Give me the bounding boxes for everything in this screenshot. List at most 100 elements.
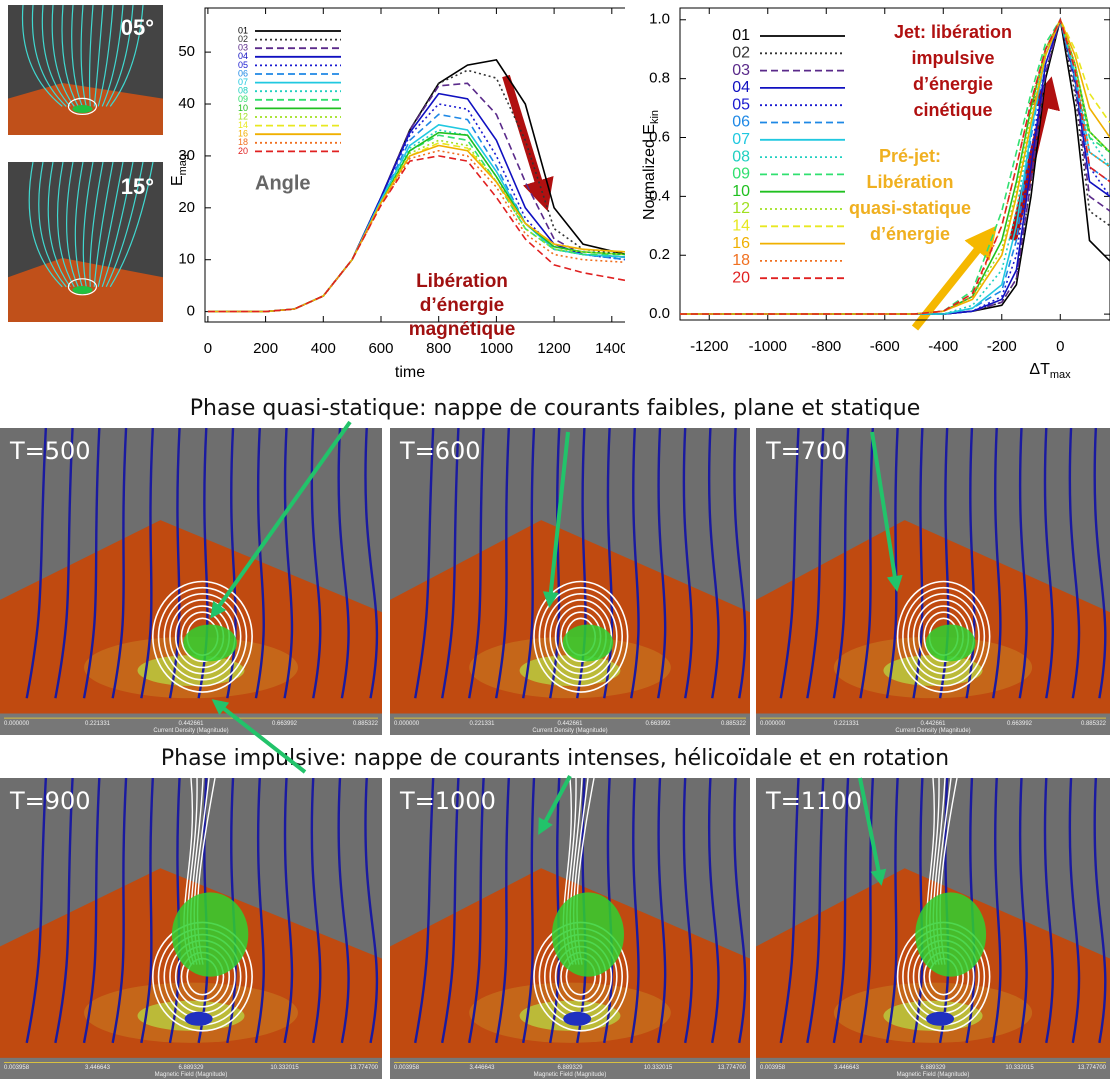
scale-bar [756, 713, 1110, 735]
panel-label: T=700 [765, 437, 847, 465]
field-line [806, 428, 825, 699]
panel-label: T=600 [399, 437, 481, 465]
simulation-panel: 0.000000 0.221331 0.442661 0.663992 0.885322… [390, 428, 750, 735]
y-axis-title-sub: mag [177, 154, 189, 175]
field-line [54, 778, 74, 1044]
blob [72, 286, 93, 294]
scale-label: 0.221331 [469, 721, 495, 727]
scale-label: 3.446643 [85, 1065, 111, 1071]
annotation: impulsive [911, 48, 994, 68]
simulation-panel: 0.000000 0.221331 0.442661 0.663992 0.885322… [756, 428, 1110, 735]
field-line [101, 162, 134, 287]
scale-label: 0.442661 [557, 721, 583, 727]
field-line [495, 428, 510, 699]
field-line [38, 162, 67, 288]
field-line [97, 162, 124, 287]
scale-label: 0.442661 [920, 721, 946, 727]
x-axis-title: ΔTmax [1029, 361, 1071, 381]
field-line [707, 778, 720, 1044]
field-line [109, 5, 144, 107]
field-line [74, 162, 84, 287]
field-line [21, 5, 63, 107]
y-tick-label: 0.6 [649, 128, 670, 145]
legend-label: 18 [732, 252, 750, 269]
scale-label: 13.774700 [350, 1065, 379, 1071]
field-line [1043, 428, 1054, 699]
field-line [254, 778, 265, 1044]
chart: ΔTmax Normalized Ekin 0.0 0.2 0.4 0.6 0.8 1.0… [641, 7, 1110, 381]
legend-label: 16 [238, 129, 248, 139]
scale-label: 0.003958 [4, 1065, 30, 1071]
panel-label: T=900 [9, 787, 91, 815]
legend-label: 12 [732, 200, 750, 217]
loop [902, 586, 986, 687]
scale-label: 6.889329 [178, 1065, 204, 1071]
x-tick-label: -600 [870, 338, 900, 355]
field-line [101, 5, 124, 107]
field-line [109, 162, 154, 288]
loop [533, 580, 629, 693]
field-line [51, 5, 75, 107]
y-tick-label: 0 [187, 303, 195, 320]
field-line [111, 778, 128, 1044]
field-line [414, 428, 435, 699]
scale-label: 0.003958 [760, 1065, 786, 1071]
legend-label: 05 [732, 96, 750, 113]
scale-label: 3.446643 [469, 1065, 495, 1071]
scale-label: 0.663992 [272, 721, 298, 727]
field-line [779, 778, 800, 1044]
field-line [105, 162, 144, 288]
x-tick-label: 0 [1056, 338, 1064, 355]
scale-label: 6.889329 [920, 1065, 946, 1071]
y-tick-label: 50 [178, 43, 195, 60]
legend-label: 09 [238, 94, 248, 104]
legend-label: 01 [238, 25, 248, 35]
y-tick-label: 1.0 [649, 11, 670, 28]
scale-label: 10.332015 [270, 1065, 299, 1071]
x-tick-label: -1000 [749, 338, 787, 355]
field-line [522, 428, 536, 699]
field-line [1018, 778, 1028, 1044]
field-line [1093, 428, 1107, 699]
legend-label: 08 [732, 148, 750, 165]
field-line [1068, 428, 1081, 699]
field-line [733, 428, 747, 699]
scale-bar [390, 1057, 750, 1079]
current-sheet [562, 624, 614, 662]
loop [157, 586, 248, 687]
field-line [806, 778, 825, 1044]
x-tick-label: 400 [311, 340, 336, 357]
field-line [1043, 778, 1054, 1044]
scale-bar [756, 1057, 1110, 1079]
field-line [832, 428, 850, 699]
field-line [89, 162, 104, 287]
scale-label: 0.000000 [760, 721, 786, 727]
y-tick-label: 10 [178, 251, 195, 268]
field-line [283, 778, 294, 1044]
scale-title: Magnetic Field (Magnitude) [155, 1072, 228, 1078]
field-line [82, 778, 101, 1044]
x-tick-label: -200 [987, 338, 1017, 355]
field-line [66, 162, 79, 288]
legend-label: 03 [732, 62, 750, 79]
x-tick-label: 1400 [595, 340, 625, 357]
thumbnail-render [8, 162, 163, 322]
field-line [364, 778, 379, 1044]
loop [544, 592, 618, 681]
field-line [168, 428, 181, 699]
panel-label: T=1100 [765, 787, 862, 815]
current-sheet [183, 624, 237, 662]
field-line [93, 162, 114, 287]
scale-label: 6.889329 [557, 1065, 583, 1071]
field-line [56, 162, 75, 288]
y-axis-title-main: E [169, 175, 186, 186]
annotation: d’énergie [420, 295, 504, 316]
annotation: Pré-jet: [879, 146, 941, 166]
field-line [682, 428, 693, 699]
annotation: Jet: libération [894, 22, 1012, 42]
field-line [468, 778, 485, 1044]
loop [896, 580, 991, 693]
y-axis-title: Normalized Ekin [641, 110, 661, 220]
field-line [47, 162, 71, 288]
